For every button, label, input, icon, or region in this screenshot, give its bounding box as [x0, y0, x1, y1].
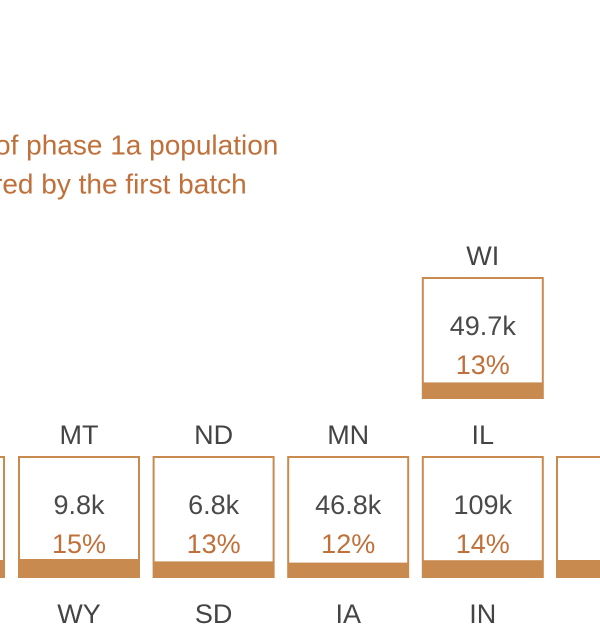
state-label: WY — [57, 599, 101, 629]
state-label: ND — [194, 420, 233, 450]
tile-fill — [422, 560, 543, 577]
state-label: IL — [472, 420, 495, 450]
tile-percent: 14% — [456, 529, 510, 559]
partial-tile-fill — [0, 560, 4, 577]
tile-count: 109k — [454, 490, 513, 520]
tile-count: 6.8k — [188, 490, 240, 520]
state-label: MT — [60, 420, 99, 450]
tile-percent: 15% — [52, 529, 106, 559]
state-label: SD — [195, 599, 233, 629]
state-label: MN — [327, 420, 369, 450]
partial-tile — [556, 456, 600, 578]
partial-tile-fill — [557, 560, 600, 577]
tile-fill — [422, 382, 543, 398]
legend-line: of phase 1a population — [0, 129, 278, 160]
tile-percent: 13% — [456, 350, 510, 380]
tile-count: 46.8k — [315, 490, 382, 520]
tile-count: 49.7k — [450, 311, 517, 341]
tile-fill — [153, 561, 274, 577]
state-label: IA — [335, 599, 361, 629]
tile-fill — [288, 562, 409, 577]
state-label: WI — [466, 241, 499, 271]
state-label: IN — [469, 599, 496, 629]
partial-tile — [0, 456, 5, 578]
tile-percent: 13% — [187, 529, 241, 559]
legend-line: red by the first batch — [0, 168, 247, 199]
tile-count: 9.8k — [53, 490, 105, 520]
tile-percent: 12% — [321, 529, 375, 559]
tile-fill — [19, 559, 139, 577]
